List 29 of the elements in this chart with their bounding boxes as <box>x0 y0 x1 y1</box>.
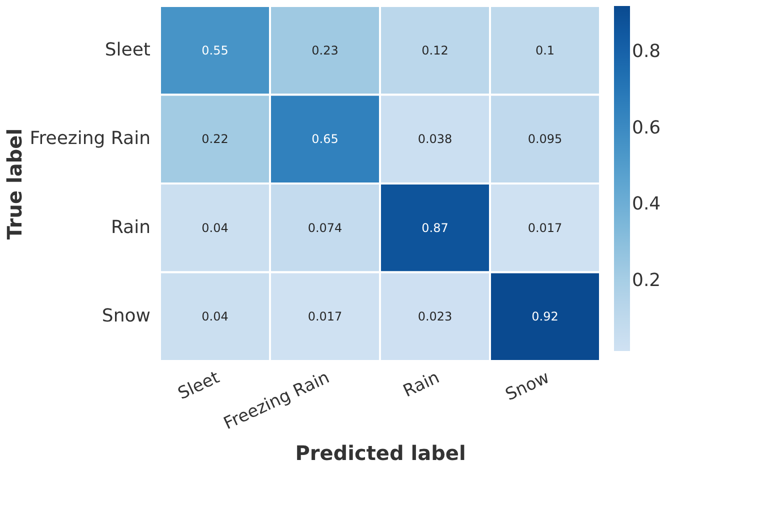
y-tick-label: Rain <box>110 216 150 238</box>
y-axis-title: True label <box>2 128 27 240</box>
color-bar-label: 0.2 <box>632 270 661 292</box>
data-label: 0.65 <box>312 132 338 146</box>
data-label: 0.04 <box>202 220 228 235</box>
data-label: 0.55 <box>202 43 228 58</box>
data-label: 0.12 <box>422 43 448 58</box>
data-label: 0.22 <box>202 132 228 146</box>
data-label: 0.074 <box>308 220 342 235</box>
data-label: 0.023 <box>418 310 452 324</box>
data-label: 0.038 <box>418 132 452 146</box>
x-axis-title: Predicted label <box>295 441 466 466</box>
data-label: 0.23 <box>312 43 338 58</box>
color-bar-label: 0.6 <box>632 117 661 138</box>
data-label: 0.017 <box>528 220 562 235</box>
data-label: 0.92 <box>532 310 558 324</box>
color-bar-label: 0.4 <box>632 194 661 215</box>
data-label: 0.87 <box>422 220 448 235</box>
y-tick-label: Snow <box>102 306 150 327</box>
color-bar-label: 0.8 <box>632 40 661 62</box>
y-tick-label: Freezing Rain <box>30 128 150 150</box>
x-tick-label: Snow <box>502 368 553 406</box>
data-label: 0.095 <box>528 132 562 146</box>
x-tick-label: Rain <box>400 368 443 402</box>
x-tick-label: Sleet <box>175 368 223 404</box>
data-label: 0.1 <box>535 43 555 58</box>
data-label: 0.017 <box>308 310 342 324</box>
data-label: 0.04 <box>202 310 228 324</box>
y-tick-label: Sleet <box>104 39 150 60</box>
